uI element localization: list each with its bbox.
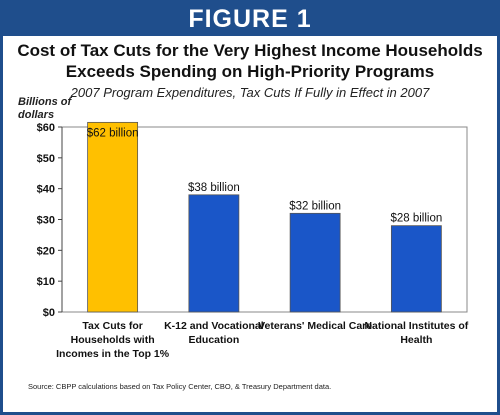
x-category-label: Tax Cuts for Households with Incomes in th…: [56, 320, 170, 360]
bar-1: [87, 121, 139, 313]
figure-banner: FIGURE 1: [3, 3, 497, 36]
chart-title: Cost of Tax Cuts for the Very Highest In…: [17, 41, 483, 81]
bar-value-label: $62 billion: [87, 127, 139, 139]
x-category-label: K-12 and Vocational Education: [164, 320, 264, 346]
bar-2: [188, 194, 240, 313]
bar-4: [390, 225, 442, 313]
y-tick-label: $50: [37, 153, 55, 165]
y-tick-label: $0: [43, 307, 55, 319]
bar-value-label: $32 billion: [289, 200, 341, 212]
x-category-label: National Institutes of Health: [364, 320, 468, 346]
y-tick-label: $40: [37, 184, 55, 196]
y-axis-label: Billions of dollars: [18, 96, 72, 121]
y-tick-label: $20: [37, 245, 55, 257]
y-tick-label: $60: [37, 122, 55, 134]
bar-value-label: $28 billion: [390, 213, 442, 225]
x-category-label: Veterans' Medical Care: [258, 320, 372, 332]
chart-subtitle: 2007 Program Expenditures, Tax Cuts If F…: [70, 85, 430, 100]
source-note: Source: CBPP calculations based on Tax P…: [28, 382, 332, 391]
y-tick-label: $30: [37, 215, 55, 227]
bar-3: [289, 212, 341, 313]
y-tick-label: $10: [37, 276, 55, 288]
bar-value-label: $38 billion: [188, 182, 240, 194]
